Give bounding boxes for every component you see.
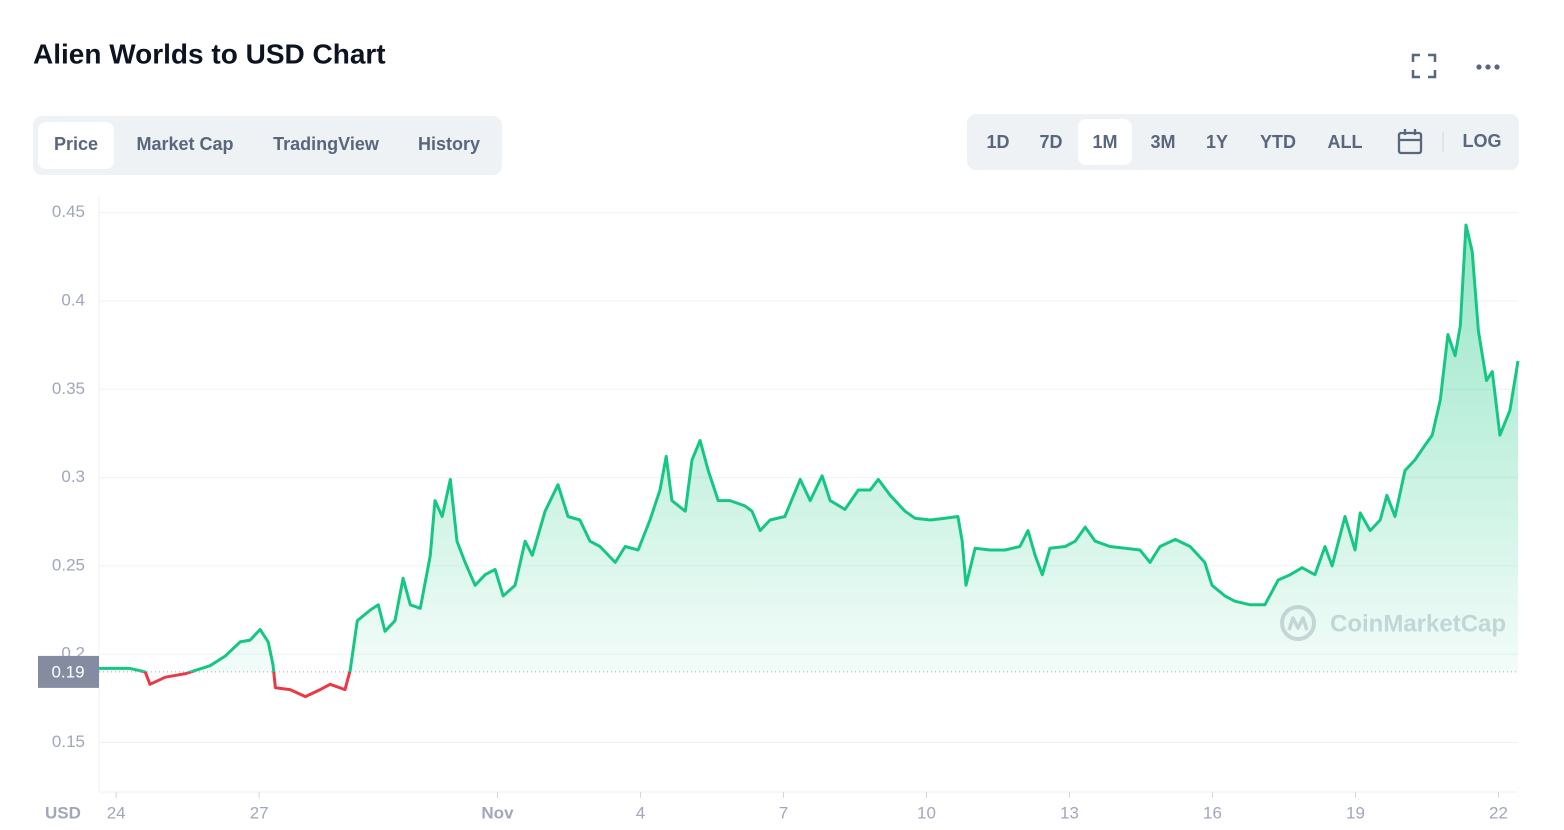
range-button[interactable]: 3M (1150, 132, 1175, 152)
tab[interactable]: Price (54, 134, 98, 154)
y-tick-label: 0.25 (52, 555, 85, 574)
x-tick-label: 7 (779, 803, 788, 822)
calendar-button[interactable] (1397, 129, 1423, 155)
tab[interactable]: History (418, 134, 480, 154)
x-tick-label: 27 (250, 803, 269, 822)
x-tick-label: 22 (1489, 803, 1508, 822)
price-line (99, 223, 1520, 699)
axis-label: USD (45, 803, 81, 822)
x-tick-label: 10 (917, 803, 936, 822)
x-tick-label: 13 (1060, 803, 1079, 822)
area (99, 225, 1518, 672)
range-button[interactable]: 1D (986, 132, 1009, 152)
y-tick-label: 0.4 (61, 290, 85, 309)
baseline-label: 0.19 (51, 662, 84, 681)
x-tick-label: Nov (481, 803, 514, 822)
range-button[interactable]: 7D (1039, 132, 1062, 152)
range-button[interactable]: 1Y (1206, 132, 1228, 152)
y-tick-label: 0.15 (52, 732, 85, 751)
range-button[interactable]: ALL (1328, 132, 1363, 152)
baseline-label-bg (38, 655, 99, 688)
x-tick-label: 16 (1203, 803, 1222, 822)
range-active-bg (1078, 119, 1132, 165)
tab-active-bg (38, 122, 114, 169)
y-tick-label: 0.35 (52, 379, 85, 398)
y-tick-label: 0.45 (52, 202, 85, 221)
x-tick-label: 4 (636, 803, 645, 822)
x-tick-label: 24 (107, 803, 126, 822)
y-tick-label: 0.3 (61, 467, 85, 486)
x-tick-label: 19 (1346, 803, 1365, 822)
log-button[interactable]: LOG (1463, 131, 1502, 151)
fullscreen-button[interactable] (1411, 53, 1437, 79)
more-button[interactable] (1476, 64, 1500, 70)
tab[interactable]: TradingView (273, 134, 380, 154)
tab[interactable]: Market Cap (136, 134, 233, 154)
range-button[interactable]: YTD (1260, 132, 1296, 152)
tab-bar (33, 116, 502, 175)
range-button[interactable]: 1M (1092, 132, 1117, 152)
chart-title: Alien Worlds to USD Chart (33, 38, 386, 69)
